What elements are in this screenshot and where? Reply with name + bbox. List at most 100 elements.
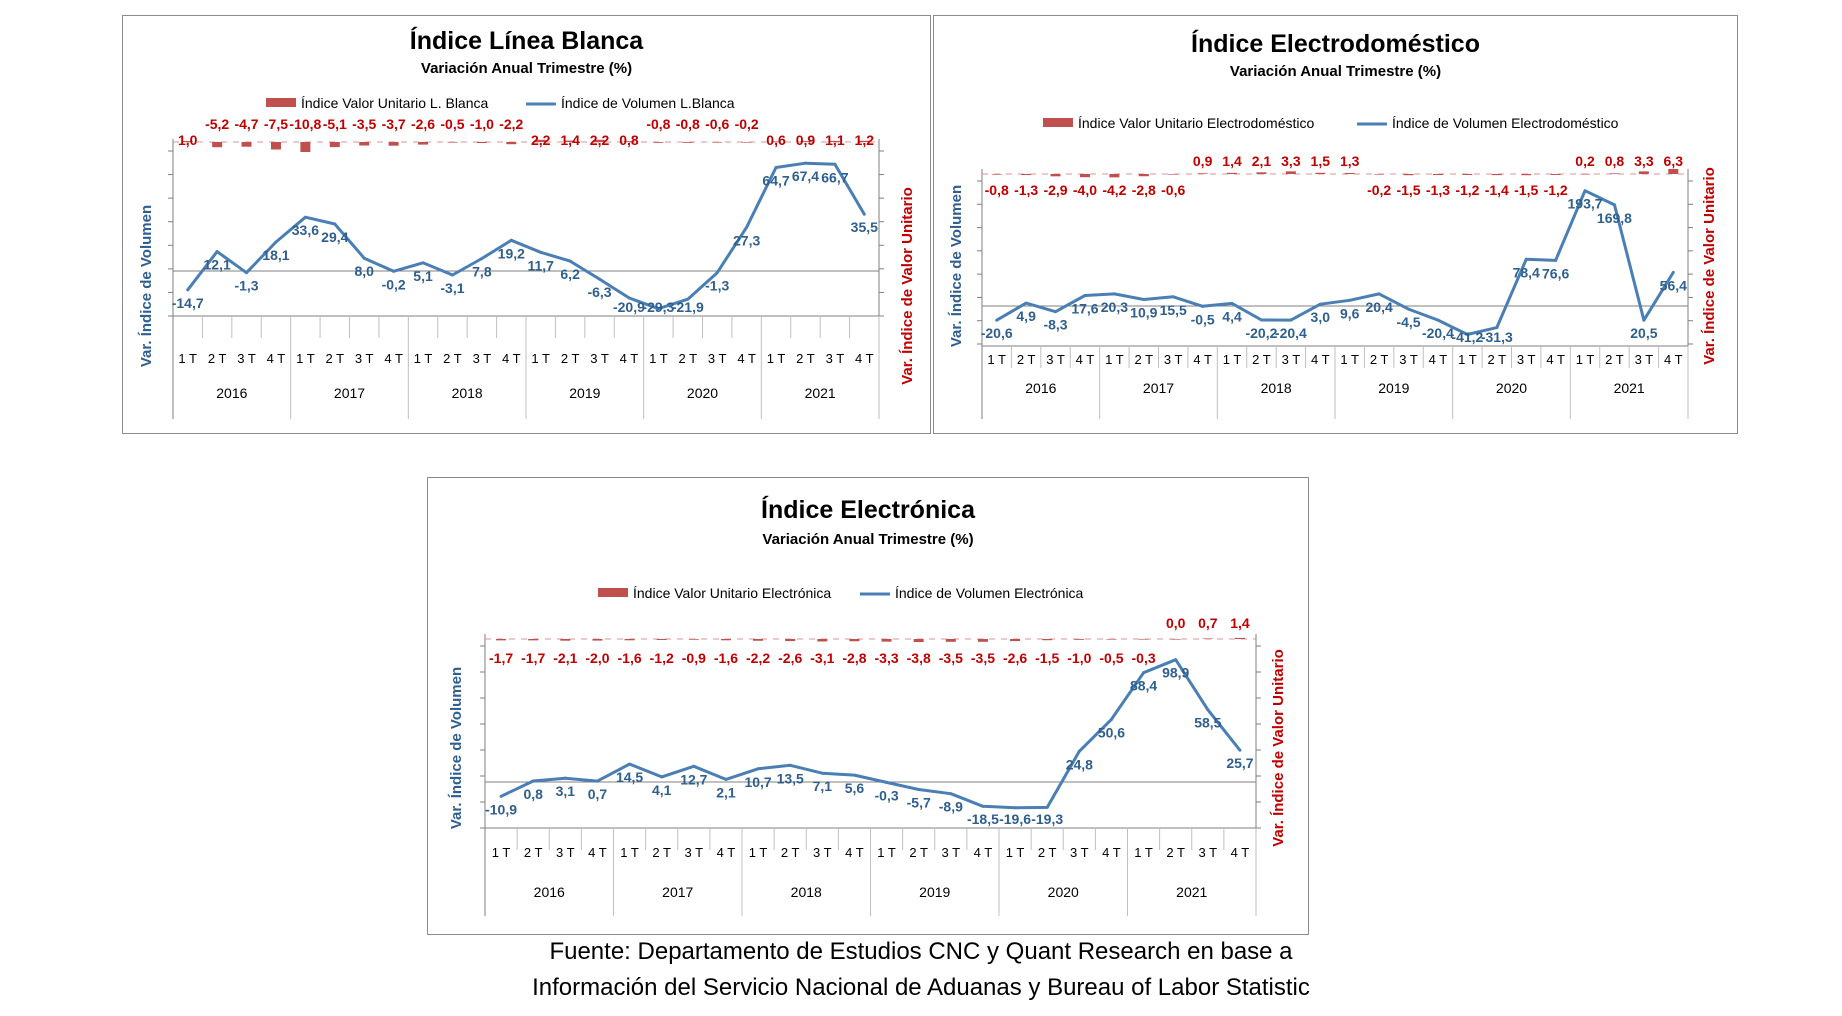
volumen-label: 12,1 xyxy=(204,257,231,273)
volumen-line xyxy=(186,161,866,311)
volumen-point xyxy=(499,794,503,798)
valor-unitario-bar xyxy=(623,141,634,142)
volumen-point xyxy=(531,779,535,783)
valor-unitario-label: 3,3 xyxy=(1634,153,1654,169)
volumen-point xyxy=(1174,658,1178,662)
valor-unitario-bar xyxy=(270,142,281,150)
volumen-label: 4,4 xyxy=(1222,308,1242,324)
quarter-tick-label: 1 T xyxy=(649,351,668,366)
volumen-label: 67,4 xyxy=(792,168,819,184)
legend-label-volumen: Índice de Volumen Electrodoméstico xyxy=(1392,115,1619,131)
volumen-point xyxy=(1083,294,1087,298)
chart-subtitle: Variación Anual Trimestre (%) xyxy=(762,531,973,548)
volumen-point xyxy=(1045,805,1049,809)
quarter-tick-label: 3 T xyxy=(708,351,727,366)
quarter-tick-label: 1 T xyxy=(531,351,550,366)
valor-unitario-bar xyxy=(1609,173,1620,174)
quarter-tick-label: 3 T xyxy=(1046,352,1065,367)
valor-unitario-label: 0,8 xyxy=(1605,153,1625,169)
valor-unitario-label: -1,3 xyxy=(1426,182,1450,198)
volumen-point xyxy=(215,250,219,254)
year-label: 2017 xyxy=(1143,380,1174,396)
quarter-tick-label: 1 T xyxy=(767,351,786,366)
chart-panel-electronica: Índice Electrónica Variación Anual Trimes… xyxy=(427,477,1309,935)
quarter-tick-label: 3 T xyxy=(1199,845,1218,860)
volumen-label: -20,4 xyxy=(1275,325,1307,341)
volumen-point xyxy=(1230,301,1234,305)
valor-unitario-label: -0,3 xyxy=(1132,650,1156,666)
valor-unitario-bar xyxy=(1168,174,1179,175)
legend-label-valor-unitario: Índice Valor Unitario Electrodoméstico xyxy=(1078,115,1315,131)
year-label: 2021 xyxy=(805,385,836,401)
quarter-tick-label: 2 T xyxy=(326,351,345,366)
valor-unitario-bar xyxy=(1079,174,1090,178)
valor-unitario-bar xyxy=(1021,174,1032,176)
valor-unitario-label: 0,6 xyxy=(766,132,786,148)
valor-unitario-bar xyxy=(1010,639,1021,642)
quarter-tick-label: 4 T xyxy=(1076,352,1095,367)
volumen-label: 56,4 xyxy=(1660,277,1687,293)
quarter-tick-label: 1 T xyxy=(1006,845,1025,860)
quarter-tick-label: 4 T xyxy=(1102,845,1121,860)
year-label: 2019 xyxy=(1378,380,1409,396)
valor-unitario-bar xyxy=(329,142,340,148)
quarter-tick-label: 1 T xyxy=(492,845,511,860)
valor-unitario-label: 2,2 xyxy=(590,132,610,148)
quarter-tick-label: 3 T xyxy=(1517,352,1536,367)
footer-line-2: Información del Servicio Nacional de Adu… xyxy=(532,974,1310,1001)
valor-unitario-bar xyxy=(1170,639,1181,640)
volumen-label: -29,3 xyxy=(642,299,674,315)
valor-unitario-label: 1,4 xyxy=(560,132,580,148)
category-axis: 1 T 2 T 3 T 4 T 1 T 2 T 3 T 4 T 1 T 2 T 3 T 4 T 1 T 2… xyxy=(485,827,1257,916)
valor-unitario-label: -2,8 xyxy=(842,650,866,666)
volumen-label: 25,7 xyxy=(1226,755,1253,771)
right-axis-title: Var. Índice de Valor Unitario xyxy=(1701,167,1718,365)
volumen-point xyxy=(1289,318,1293,322)
volumen-point xyxy=(660,775,664,779)
volumen-point xyxy=(450,273,454,277)
volumen-label: 3,0 xyxy=(1311,309,1331,325)
valor-unitario-label: -2,9 xyxy=(1043,182,1067,198)
valor-unitario-bar xyxy=(528,639,539,641)
volumen-label: 5,6 xyxy=(845,780,865,796)
legend: Índice Valor Unitario Electrónica Índice … xyxy=(598,585,1084,601)
valor-unitario-label: -3,8 xyxy=(907,650,931,666)
quarter-tick-label: 4 T xyxy=(1231,845,1250,860)
valor-unitario-label: -3,3 xyxy=(875,650,899,666)
valor-unitario-bar xyxy=(1521,174,1532,176)
valor-unitario-label: 0,7 xyxy=(1198,615,1218,631)
chart-subtitle: Variación Anual Trimestre (%) xyxy=(1230,63,1441,80)
legend-swatch-valor-unitario xyxy=(598,588,628,597)
quarter-tick-label: 1 T xyxy=(620,845,639,860)
valor-unitario-bar xyxy=(565,140,576,142)
quarter-tick-label: 3 T xyxy=(1399,352,1418,367)
right-axis-title: Var. Índice de Valor Unitario xyxy=(1270,649,1287,847)
valor-unitario-bar xyxy=(913,639,924,643)
volumen-point xyxy=(1024,301,1028,305)
valor-unitario-bar xyxy=(1106,639,1117,640)
valor-unitario-bar xyxy=(359,142,370,146)
volumen-label: 88,4 xyxy=(1130,678,1157,694)
volumen-point xyxy=(1612,203,1616,207)
quarter-tick-label: 2 T xyxy=(1017,352,1036,367)
valor-unitario-bar xyxy=(476,142,487,143)
valor-unitario-label: -1,7 xyxy=(521,650,545,666)
volumen-label: 11,7 xyxy=(527,257,554,273)
volumen-point xyxy=(627,296,631,300)
chart-title: Índice Línea Blanca xyxy=(410,26,645,55)
volumen-point xyxy=(862,212,866,216)
valor-unitario-label: 0,9 xyxy=(796,132,816,148)
volumen-point xyxy=(568,259,572,263)
volumen-point xyxy=(1238,748,1242,752)
quarter-tick-label: 3 T xyxy=(473,351,492,366)
valor-unitario-label: -2,2 xyxy=(746,650,770,666)
quarter-tick-label: 3 T xyxy=(1164,352,1183,367)
valor-unitario-bar xyxy=(741,142,752,143)
volumen-label: 4,9 xyxy=(1016,308,1036,324)
volumen-label: 169,8 xyxy=(1597,210,1632,226)
valor-unitario-label: -0,8 xyxy=(646,116,670,132)
volumen-label: -8,3 xyxy=(1043,317,1067,333)
legend-label-valor-unitario: Índice Valor Unitario L. Blanca xyxy=(301,95,488,111)
valor-unitario-bar xyxy=(1432,174,1443,176)
volumen-label: 10,7 xyxy=(744,774,771,790)
